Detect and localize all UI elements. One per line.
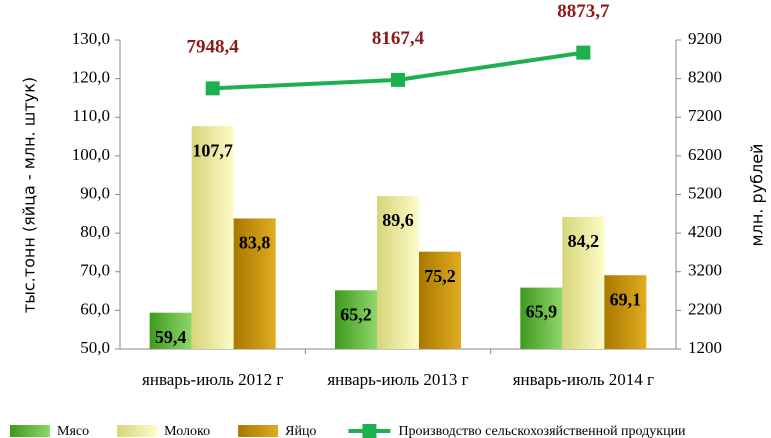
marker bbox=[391, 72, 405, 87]
y-tick-label: 130,0 bbox=[72, 29, 110, 48]
y2-tick-label: 9200 bbox=[688, 29, 722, 48]
legend-label: Производство сельскохозяйственной продук… bbox=[398, 424, 686, 438]
marker bbox=[576, 45, 591, 60]
y2-tick-label: 4200 bbox=[688, 222, 722, 241]
legend-label: Яйцо bbox=[285, 424, 316, 438]
legend-label: Молоко bbox=[164, 424, 210, 438]
bar bbox=[419, 251, 461, 349]
bar bbox=[377, 196, 419, 349]
y2-tick-label: 7200 bbox=[688, 106, 722, 125]
y-tick-label: 90,0 bbox=[80, 183, 110, 202]
bar-label: 83,8 bbox=[239, 233, 271, 253]
bar bbox=[233, 218, 276, 349]
bar-label: 107,7 bbox=[192, 140, 233, 160]
bar bbox=[149, 312, 192, 349]
legend-swatch bbox=[238, 425, 279, 437]
bar bbox=[604, 275, 647, 349]
legend-swatch bbox=[362, 424, 377, 438]
bar bbox=[191, 126, 234, 349]
y-tick-label: 120,0 bbox=[72, 68, 110, 87]
bar-label: 69,1 bbox=[610, 289, 642, 309]
legend-swatch bbox=[10, 425, 50, 437]
bar bbox=[520, 287, 563, 349]
line-label: 7948,4 bbox=[187, 37, 240, 58]
line-label: 8167,4 bbox=[372, 28, 425, 49]
y2-tick-label: 1200 bbox=[688, 338, 722, 357]
legend-label: Мясо bbox=[57, 424, 89, 438]
y-tick-label: 80,0 bbox=[80, 222, 110, 241]
bar-label: 75,2 bbox=[424, 266, 456, 286]
legend-swatch bbox=[117, 425, 158, 437]
bar-label: 65,9 bbox=[526, 302, 558, 322]
y2-tick-label: 6200 bbox=[688, 145, 722, 164]
y2-tick-label: 8200 bbox=[688, 68, 722, 87]
y-axis-title: тыс.тонн (яйца - млн. штук) bbox=[20, 77, 39, 313]
y-tick-label: 60,0 bbox=[80, 299, 110, 318]
line-label: 8873,7 bbox=[557, 1, 610, 22]
bar bbox=[562, 216, 605, 349]
y-tick-label: 70,0 bbox=[80, 261, 110, 280]
x-tick-label: январь-июль 2014 г bbox=[513, 370, 654, 389]
y2-tick-label: 3200 bbox=[688, 261, 722, 280]
bar-label: 84,2 bbox=[568, 231, 600, 251]
bar bbox=[335, 290, 377, 349]
bar-label: 89,6 bbox=[382, 210, 414, 230]
bar-label: 65,2 bbox=[340, 304, 372, 324]
y-tick-label: 100,0 bbox=[72, 145, 110, 164]
y-tick-label: 110,0 bbox=[72, 106, 110, 125]
y2-tick-label: 2200 bbox=[688, 299, 722, 318]
y-tick-label: 50,0 bbox=[80, 338, 110, 357]
y2-tick-label: 5200 bbox=[688, 183, 722, 202]
marker bbox=[205, 81, 220, 96]
x-tick-label: январь-июль 2013 г bbox=[327, 370, 468, 389]
bar-label: 59,4 bbox=[155, 327, 187, 347]
y2-axis-title: млн. рублей bbox=[748, 144, 767, 247]
x-tick-label: январь-июль 2012 г bbox=[142, 370, 283, 389]
